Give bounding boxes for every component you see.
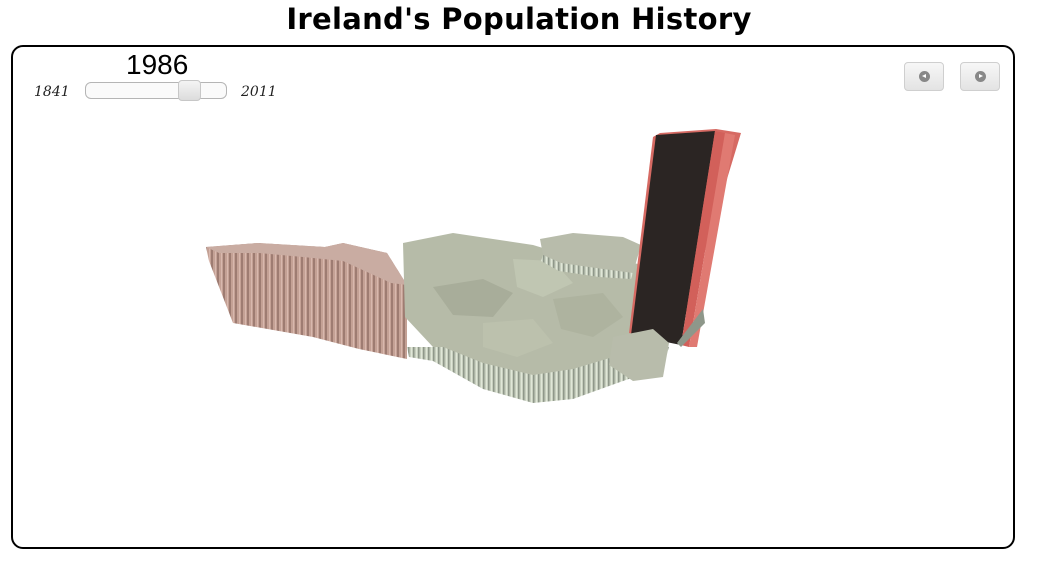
year-slider-handle[interactable] [178, 80, 201, 101]
next-circle-icon [974, 71, 986, 82]
slider-max-label: 2011 [241, 84, 277, 100]
slider-min-label: 1841 [34, 84, 70, 100]
previous-year-button[interactable] [904, 62, 944, 91]
previous-circle-icon [918, 71, 930, 82]
current-year-label: 1986 [126, 49, 189, 80]
region-west[interactable] [206, 243, 407, 359]
population-3d-map[interactable] [13, 47, 1013, 547]
region-south-east[interactable] [609, 329, 669, 381]
next-year-button[interactable] [960, 62, 1000, 91]
page-title: Ireland's Population History [286, 2, 752, 36]
region-north-east[interactable] [540, 233, 641, 279]
visualization-panel: 1986 1841 2011 [11, 45, 1015, 549]
region-dublin-bar[interactable] [629, 129, 741, 347]
